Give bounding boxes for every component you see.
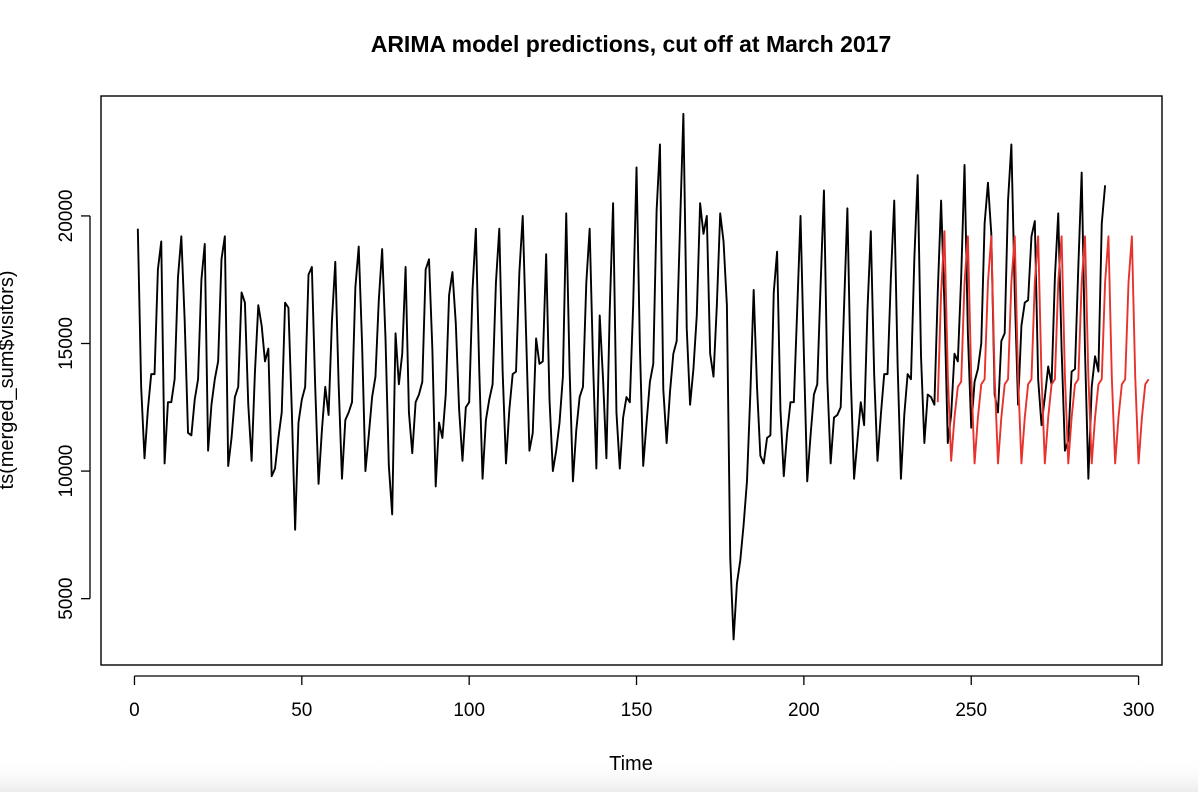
series-layer	[136, 112, 1150, 641]
x-tick-label: 200	[788, 700, 820, 721]
y-tick-label: 10000	[56, 445, 77, 498]
series-line-2	[936, 230, 1150, 465]
y-tick-label: 5000	[56, 578, 77, 620]
x-tick-label: 50	[291, 700, 312, 721]
x-axis: 0 50 100 150 200 250 300	[129, 675, 1155, 721]
chart-title: ARIMA model predictions, cut off at Marc…	[371, 31, 892, 57]
x-tick-label: 250	[955, 700, 987, 721]
plot-frame	[100, 95, 1163, 666]
x-tick-label: 100	[453, 700, 485, 721]
y-axis: 5000 10000 15000 20000	[56, 190, 91, 620]
y-axis-label: ts(merged_sum$visitors)	[0, 271, 18, 490]
x-tick-label: 150	[621, 700, 653, 721]
x-axis-label: Time	[609, 753, 653, 775]
series-line-1	[136, 112, 1107, 641]
x-tick-label: 300	[1123, 700, 1155, 721]
y-tick-label: 20000	[56, 190, 77, 243]
y-tick-label: 15000	[56, 317, 77, 370]
x-tick-label: 0	[129, 700, 140, 721]
bottom-fade	[0, 758, 1198, 792]
